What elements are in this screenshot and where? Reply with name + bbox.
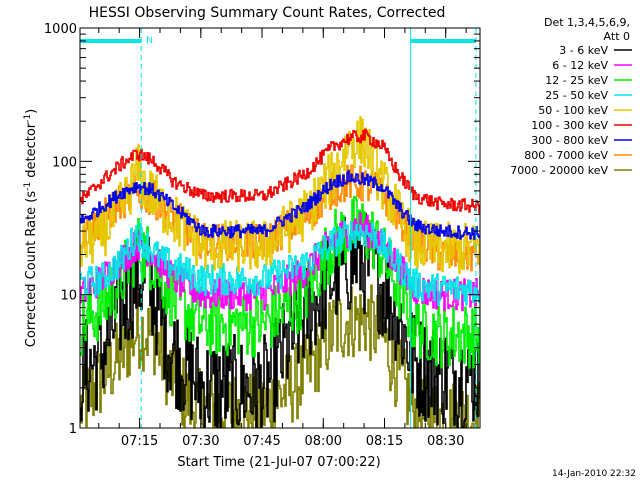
series-line-300to800kev <box>80 170 480 240</box>
x-axis-label: Start Time (21-Jul-07 07:00:22) <box>177 455 380 470</box>
x-tick-label: 07:45 <box>243 434 280 449</box>
y-tick-label: 1 <box>69 422 77 437</box>
series-layer <box>80 116 480 428</box>
axis-layer: 1 10 100 1000 07:15 07:30 07:45 08:00 08:15 08:30 <box>44 22 480 449</box>
y-tick-label: 1000 <box>44 22 77 37</box>
legend-entry-label: 100 - 300 keV <box>531 119 608 132</box>
legend-header: Att 0 <box>604 30 630 43</box>
legend-entry-label: 800 - 7000 keV <box>524 149 608 162</box>
x-tick-label: 07:30 <box>182 434 219 449</box>
legend-entry-label: 7000 - 20000 keV <box>510 164 608 177</box>
x-tick-label: 07:15 <box>121 434 158 449</box>
plot-frame <box>79 27 481 429</box>
legend-entry-label: 12 - 25 keV <box>545 74 608 87</box>
legend-entry-label: 3 - 6 keV <box>559 44 608 57</box>
y-tick-label: 10 <box>60 289 77 304</box>
legend: Det 1,3,4,5,6,9,Att 03 - 6 keV 6 - 12 keV… <box>510 16 632 177</box>
series-line-100to300kev <box>80 128 480 214</box>
footer-timestamp: 14-Jan-2010 22:32 <box>552 469 636 479</box>
series-line-25to50kev <box>80 220 480 306</box>
legend-entry-label: 50 - 100 keV <box>538 104 608 117</box>
y-axis-label: Corrected Count Rate (s-1 detector-1) <box>23 109 39 347</box>
x-tick-label: 08:30 <box>427 434 464 449</box>
x-tick-label: 08:00 <box>305 434 342 449</box>
legend-header: Det 1,3,4,5,6,9, <box>544 16 630 29</box>
x-tick-label: 08:15 <box>366 434 403 449</box>
y-tick-label: 100 <box>52 155 77 170</box>
series-line-7000to20000kev <box>80 284 480 428</box>
night-label: N <box>146 36 153 46</box>
legend-entry-label: 6 - 12 keV <box>552 59 608 72</box>
chart-title: HESSI Observing Summary Count Rates, Cor… <box>89 5 446 21</box>
legend-entry-label: 25 - 50 keV <box>545 89 608 102</box>
legend-entry-label: 300 - 800 keV <box>531 134 608 147</box>
